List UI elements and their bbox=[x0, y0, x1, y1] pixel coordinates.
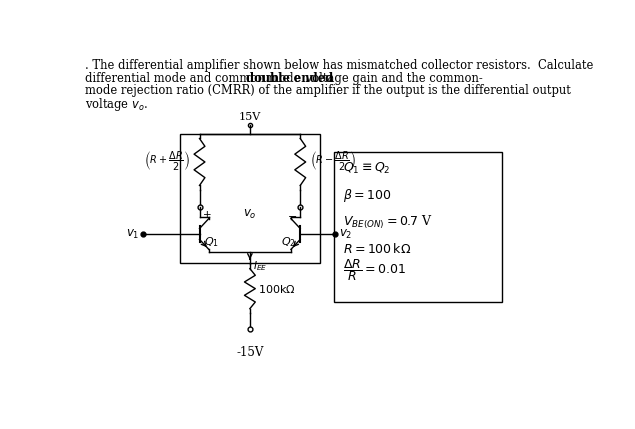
Text: $\beta = 100$: $\beta = 100$ bbox=[343, 187, 391, 204]
Text: $-$: $-$ bbox=[287, 210, 297, 220]
Text: $100\mathrm{k}\Omega$: $100\mathrm{k}\Omega$ bbox=[258, 283, 295, 295]
Text: voltage gain and the common-: voltage gain and the common- bbox=[302, 72, 483, 85]
Text: mode rejection ratio (CMRR) of the amplifier if the output is the differential o: mode rejection ratio (CMRR) of the ampli… bbox=[85, 84, 571, 97]
Text: 15V: 15V bbox=[239, 112, 261, 122]
Text: double ended: double ended bbox=[246, 72, 333, 85]
Text: $Q_1$: $Q_1$ bbox=[204, 236, 219, 249]
Text: $Q_2$: $Q_2$ bbox=[281, 236, 296, 249]
Text: $\dfrac{\Delta R}{R} = 0.01$: $\dfrac{\Delta R}{R} = 0.01$ bbox=[343, 257, 406, 283]
Text: $V_{BE(ON)} = 0.7$ V: $V_{BE(ON)} = 0.7$ V bbox=[343, 214, 433, 231]
Text: $Q_1 \equiv Q_2$: $Q_1 \equiv Q_2$ bbox=[343, 161, 391, 176]
Bar bbox=[333, 151, 502, 302]
Text: $R = 100\,\mathrm{k}\Omega$: $R = 100\,\mathrm{k}\Omega$ bbox=[343, 242, 411, 257]
Text: $v_o$: $v_o$ bbox=[243, 208, 257, 221]
Text: $I_{EE}$: $I_{EE}$ bbox=[253, 260, 267, 273]
Bar bbox=[180, 134, 319, 263]
Text: +: + bbox=[203, 210, 211, 220]
Text: voltage $v_o$.: voltage $v_o$. bbox=[85, 96, 148, 113]
Text: -15V: -15V bbox=[236, 346, 264, 360]
Text: $v_2$: $v_2$ bbox=[339, 227, 352, 241]
Text: $v_1$: $v_1$ bbox=[126, 227, 139, 241]
Text: . The differential amplifier shown below has mismatched collector resistors.  Ca: . The differential amplifier shown below… bbox=[85, 59, 593, 72]
Text: differential mode and common mode: differential mode and common mode bbox=[85, 72, 304, 85]
Text: $\left(R-\dfrac{\Delta R}{2}\right)$: $\left(R-\dfrac{\Delta R}{2}\right)$ bbox=[311, 151, 356, 173]
Text: $\left(R+\dfrac{\Delta R}{2}\right)$: $\left(R+\dfrac{\Delta R}{2}\right)$ bbox=[144, 151, 189, 173]
